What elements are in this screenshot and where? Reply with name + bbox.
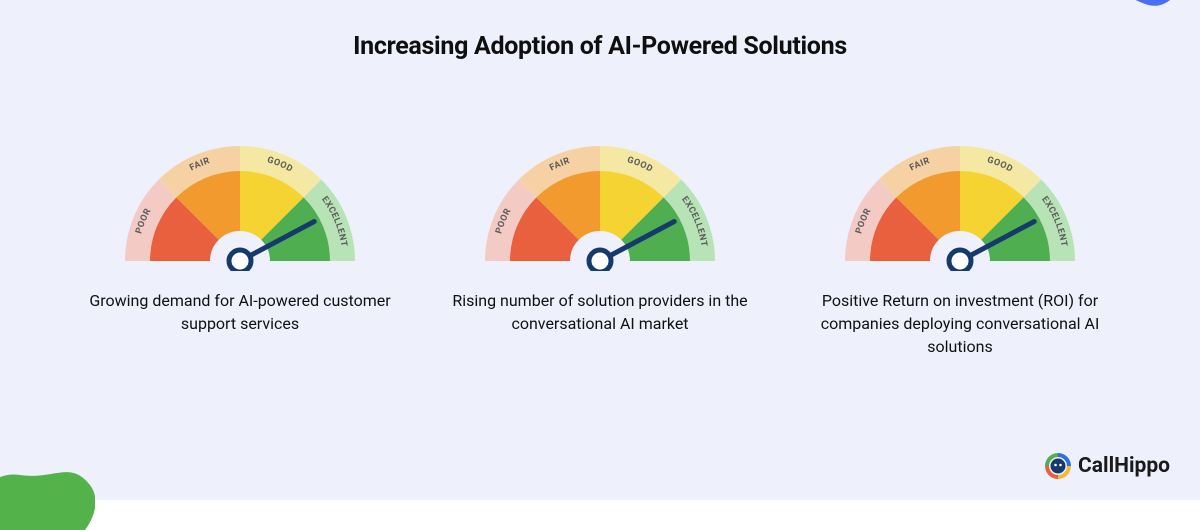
gauge-1-caption: Rising number of solution providers in t… xyxy=(440,289,760,335)
gauge-block-1: POORFAIRGOODEXCELLENT Rising number of so… xyxy=(420,131,780,335)
gauge-wrap-0: POORFAIRGOODEXCELLENT xyxy=(110,131,370,271)
decor-blob-shape xyxy=(0,472,95,530)
gauge-svg-0: POORFAIRGOODEXCELLENT xyxy=(110,131,370,271)
gauge-0-caption: Growing demand for AI-powered customer s… xyxy=(80,289,400,335)
decor-blob-bottom-left xyxy=(0,430,95,530)
gauge-block-2: POORFAIRGOODEXCELLENT Positive Return on … xyxy=(780,131,1140,359)
gauge-1-hub xyxy=(589,250,611,271)
callhippo-face xyxy=(1051,459,1066,474)
gauge-0-hub xyxy=(229,250,251,271)
brand-logo: CallHippo xyxy=(1044,452,1170,480)
callhippo-eye-left xyxy=(1054,464,1057,467)
gauge-wrap-2: POORFAIRGOODEXCELLENT xyxy=(830,131,1090,271)
page-title: Increasing Adoption of AI-Powered Soluti… xyxy=(0,0,1200,61)
gauge-block-0: POORFAIRGOODEXCELLENT Growing demand for … xyxy=(60,131,420,335)
callhippo-eye-right xyxy=(1059,464,1062,467)
gauges-row: POORFAIRGOODEXCELLENT Growing demand for … xyxy=(0,131,1200,359)
infographic-canvas: Increasing Adoption of AI-Powered Soluti… xyxy=(0,0,1200,500)
gauge-svg-1: POORFAIRGOODEXCELLENT xyxy=(470,131,730,271)
gauge-2-hub xyxy=(949,250,971,271)
callhippo-icon xyxy=(1044,452,1072,480)
gauge-svg-2: POORFAIRGOODEXCELLENT xyxy=(830,131,1090,271)
gauge-wrap-1: POORFAIRGOODEXCELLENT xyxy=(470,131,730,271)
brand-name: CallHippo xyxy=(1078,454,1170,478)
gauge-2-caption: Positive Return on investment (ROI) for … xyxy=(800,289,1120,359)
